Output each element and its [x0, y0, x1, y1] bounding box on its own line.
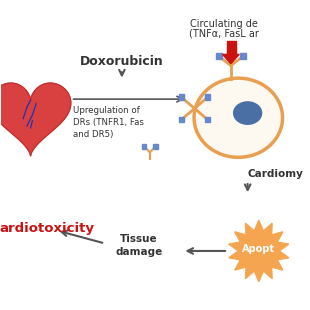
Text: Upregulation of
DRs (TNFR1, Fas
and DR5): Upregulation of DRs (TNFR1, Fas and DR5) [73, 106, 144, 139]
Text: Tissue
damage: Tissue damage [115, 234, 162, 257]
Text: Circulating de: Circulating de [190, 19, 258, 29]
Text: Apopt: Apopt [242, 244, 275, 254]
Bar [240, 53, 246, 59]
Bar [227, 41, 236, 54]
Text: ardiotoxicity: ardiotoxicity [0, 222, 94, 235]
Text: (TNFα, FasL ar: (TNFα, FasL ar [189, 29, 259, 39]
Polygon shape [223, 54, 239, 64]
Bar [179, 117, 184, 122]
Bar [153, 144, 158, 149]
Polygon shape [0, 83, 71, 156]
Bar [205, 95, 210, 100]
Bar [216, 53, 222, 59]
Bar [142, 144, 146, 149]
Bar [179, 95, 184, 100]
Text: Cardiomy: Cardiomy [248, 169, 303, 179]
Ellipse shape [234, 102, 262, 124]
Polygon shape [229, 220, 289, 282]
Ellipse shape [194, 78, 282, 157]
Bar [205, 117, 210, 122]
Text: Doxorubicin: Doxorubicin [80, 55, 164, 68]
